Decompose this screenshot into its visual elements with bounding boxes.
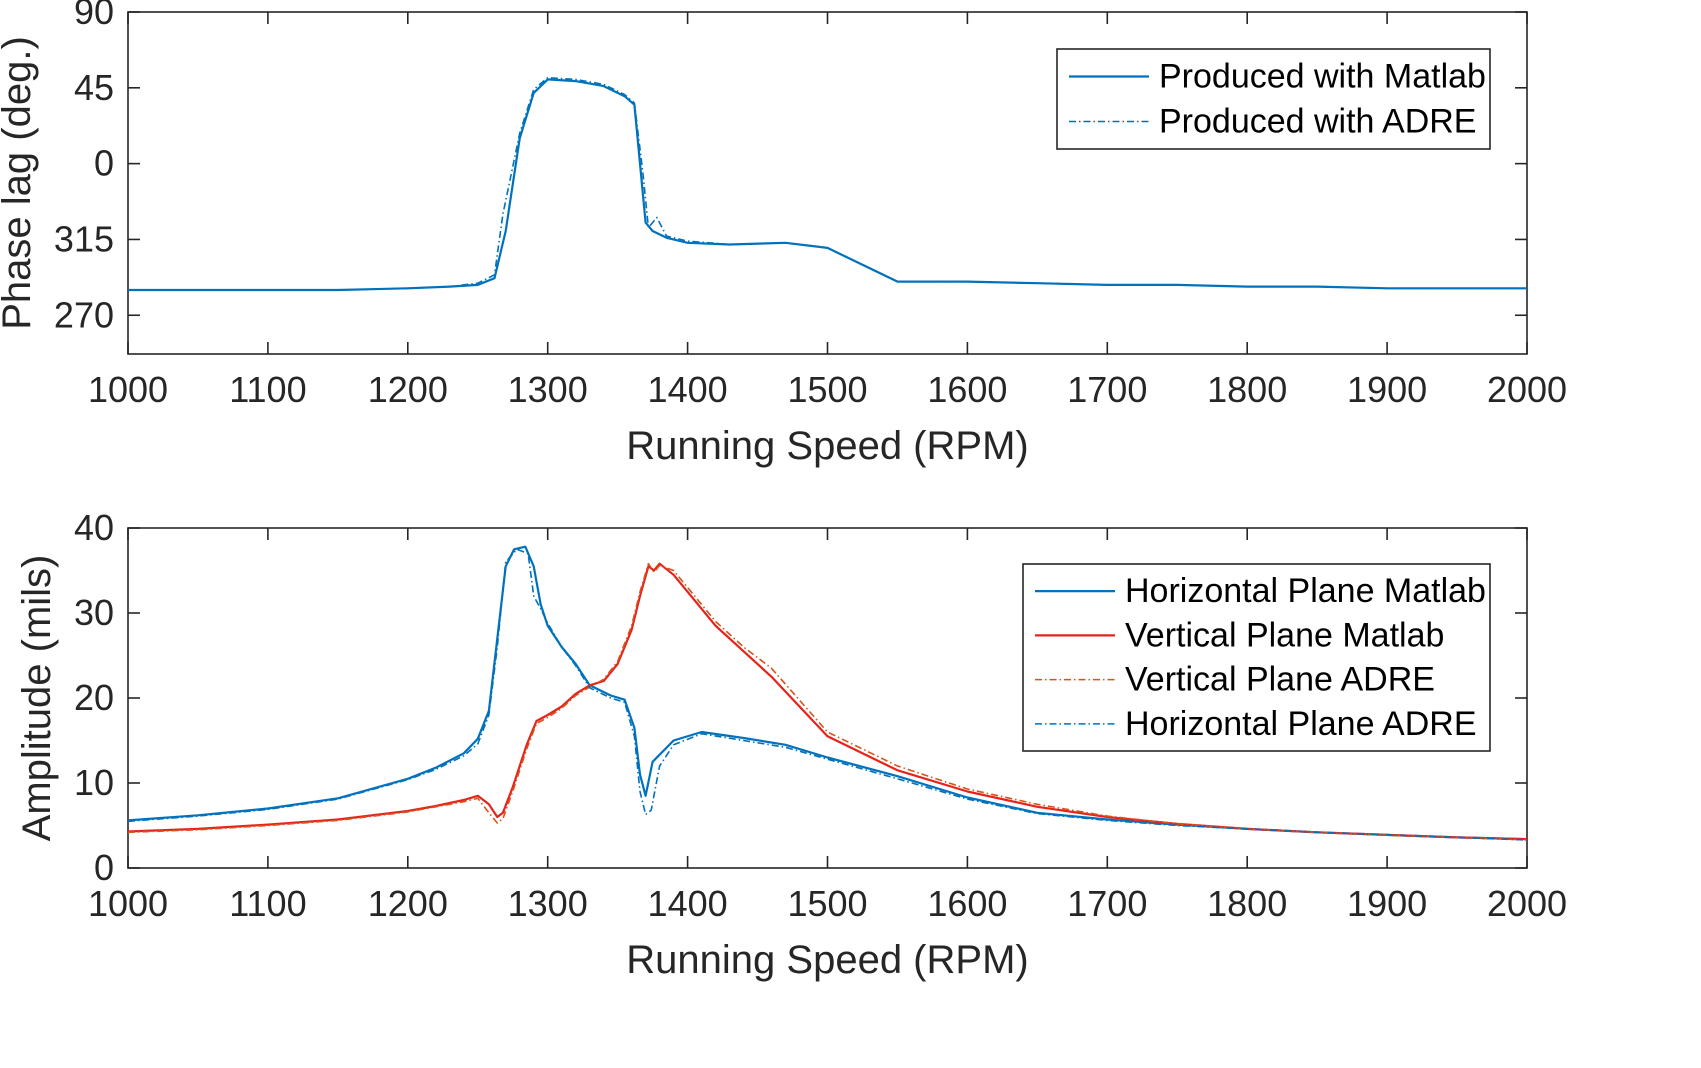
x-tick-label: 2000	[1487, 369, 1567, 410]
x-tick-label: 1600	[927, 883, 1007, 924]
y-tick-label: 45	[74, 67, 114, 108]
x-tick-label: 1000	[88, 369, 168, 410]
y-tick-label: 20	[74, 677, 114, 718]
amplitude-chart: 1000 1100 1200 1300 1400 1500 1600 1700 1800 1900…	[15, 507, 1567, 982]
y-tick-label: 30	[74, 592, 114, 633]
legend-label: Horizontal Plane ADRE	[1125, 705, 1477, 743]
series-line-1	[128, 78, 1527, 292]
x-tick-label: 1200	[368, 369, 448, 410]
x-axis-title: Running Speed (RPM)	[626, 424, 1028, 468]
legend-label: Produced with Matlab	[1159, 58, 1486, 96]
legend: Horizontal Plane Matlab Vertical Plane Ma…	[1022, 563, 1491, 752]
x-tick-label: 1800	[1207, 369, 1287, 410]
y-tick-label: 0	[94, 143, 114, 184]
y-tick-label: 90	[74, 0, 114, 32]
y-tick-label: 0	[94, 847, 114, 888]
phase-lag-chart: 1000 1100 1200 1300 1400 1500 1600 1700 1800 1900…	[0, 0, 1567, 468]
series-line-4	[127, 548, 1528, 841]
legend-box	[1022, 563, 1491, 752]
series-line-2	[128, 76, 1527, 291]
y-tick-label: 40	[74, 507, 114, 548]
y-tick-label: 10	[74, 762, 114, 803]
x-tick-label: 1900	[1347, 369, 1427, 410]
x-tick-label: 1100	[229, 883, 306, 924]
legend-label: Vertical Plane Matlab	[1125, 616, 1444, 654]
y-tick-label: 315	[54, 218, 114, 259]
x-tick-label: 1300	[508, 369, 588, 410]
x-tick-label: 1400	[648, 369, 728, 410]
legend-label: Produced with ADRE	[1159, 103, 1477, 141]
x-tick-label: 1300	[508, 883, 588, 924]
x-tick-label: 1200	[368, 883, 448, 924]
y-axis-title: Phase lag (deg.)	[0, 36, 39, 330]
legend-box	[1056, 48, 1491, 150]
legend: Produced with Matlab Produced with ADRE	[1056, 48, 1491, 150]
x-tick-label: 1000	[88, 883, 168, 924]
x-tick-label: 1100	[229, 369, 306, 410]
x-tick-label: 1800	[1207, 883, 1287, 924]
series-line-2	[127, 562, 1528, 841]
x-tick-label: 1500	[787, 883, 867, 924]
x-tick-label: 2000	[1487, 883, 1567, 924]
x-tick-label: 1400	[648, 883, 728, 924]
x-tick-label: 1700	[1067, 369, 1147, 410]
x-tick-label: 1600	[927, 369, 1007, 410]
x-tick-label: 1900	[1347, 883, 1427, 924]
x-tick-label: 1500	[787, 369, 867, 410]
series-line-1	[127, 545, 1528, 841]
legend-label: Vertical Plane ADRE	[1125, 661, 1435, 699]
y-tick-label: 270	[54, 294, 114, 335]
y-axis-title: Amplitude (mils)	[15, 555, 59, 842]
x-axis-title: Running Speed (RPM)	[626, 938, 1028, 982]
legend-label: Horizontal Plane Matlab	[1125, 572, 1486, 610]
x-tick-label: 1700	[1067, 883, 1147, 924]
